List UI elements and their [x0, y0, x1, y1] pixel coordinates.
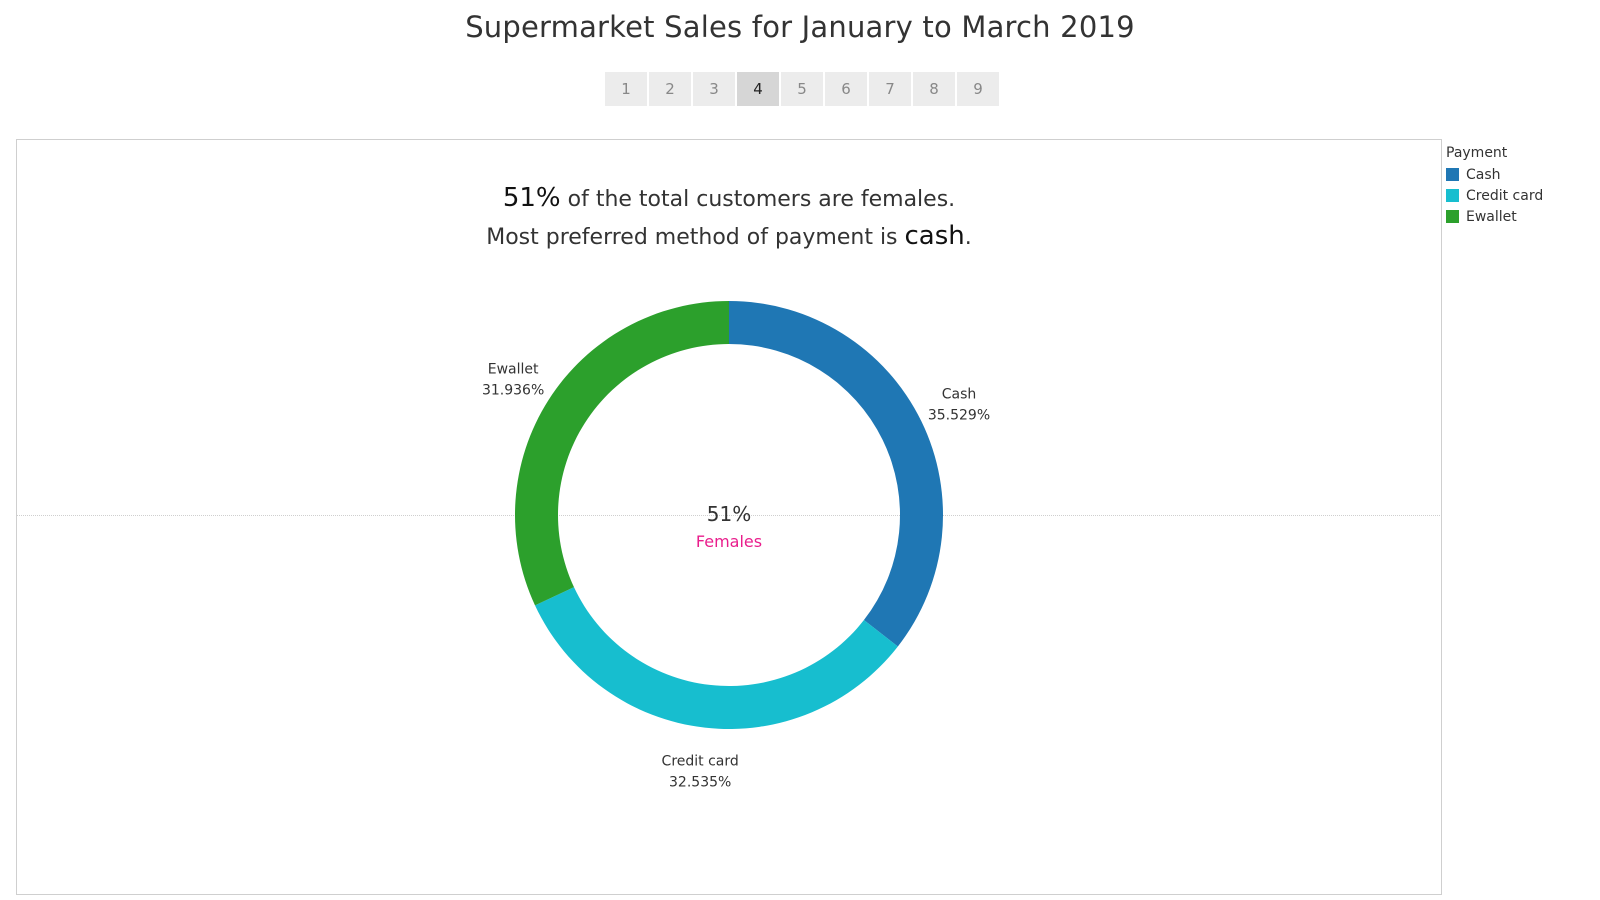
legend-item-cash[interactable]: Cash — [1446, 164, 1543, 185]
slice-value-ewallet: 31.936% — [482, 382, 544, 398]
legend-title: Payment — [1446, 145, 1508, 161]
donut-slice-credit-card[interactable] — [535, 587, 898, 729]
legend-items: Cash Credit card Ewallet — [1446, 164, 1543, 227]
headline-line-2-text: Most preferred method of payment is — [486, 225, 905, 250]
slice-label-credit-card: Credit card — [662, 753, 739, 769]
page-button-9[interactable]: 9 — [957, 72, 999, 106]
headline-line-1: 51% of the total customers are females. — [16, 183, 1442, 213]
headline-line-2: Most preferred method of payment is cash… — [16, 221, 1442, 251]
legend-label: Cash — [1466, 166, 1501, 183]
donut-slice-cash[interactable] — [729, 301, 943, 647]
legend-item-ewallet[interactable]: Ewallet — [1446, 206, 1543, 227]
legend-swatch — [1446, 210, 1459, 223]
donut-slice-ewallet[interactable] — [515, 301, 729, 606]
slice-label-cash: Cash — [942, 387, 977, 403]
page-button-7[interactable]: 7 — [869, 72, 911, 106]
page-button-8[interactable]: 8 — [913, 72, 955, 106]
slice-value-cash: 35.529% — [928, 408, 990, 424]
headline-line-1-text: of the total customers are females. — [560, 187, 956, 212]
female-share-text: 51% — [502, 183, 561, 213]
legend: Payment Cash Credit card Ewallet — [1446, 145, 1543, 227]
preferred-payment-text: cash — [904, 221, 965, 251]
slice-label-ewallet: Ewallet — [488, 361, 539, 377]
legend-swatch — [1446, 189, 1459, 202]
page-button-5[interactable]: 5 — [781, 72, 823, 106]
page-button-3[interactable]: 3 — [693, 72, 735, 106]
chart-panel — [16, 139, 1442, 895]
page-button-4[interactable]: 4 — [737, 72, 779, 106]
legend-label: Ewallet — [1466, 208, 1517, 225]
legend-label: Credit card — [1466, 187, 1544, 204]
headline-line-2-end: . — [964, 225, 972, 250]
divider — [16, 515, 1442, 516]
legend-item-credit-card[interactable]: Credit card — [1446, 185, 1543, 206]
page-title: Supermarket Sales for January to March 2… — [465, 10, 1135, 44]
page-button-2[interactable]: 2 — [649, 72, 691, 106]
center-value: 51% — [707, 502, 751, 526]
slice-value-credit-card: 32.535% — [669, 774, 731, 790]
center-label: Females — [696, 532, 762, 551]
page-button-6[interactable]: 6 — [825, 72, 867, 106]
legend-swatch — [1446, 168, 1459, 181]
page-button-1[interactable]: 1 — [605, 72, 647, 106]
